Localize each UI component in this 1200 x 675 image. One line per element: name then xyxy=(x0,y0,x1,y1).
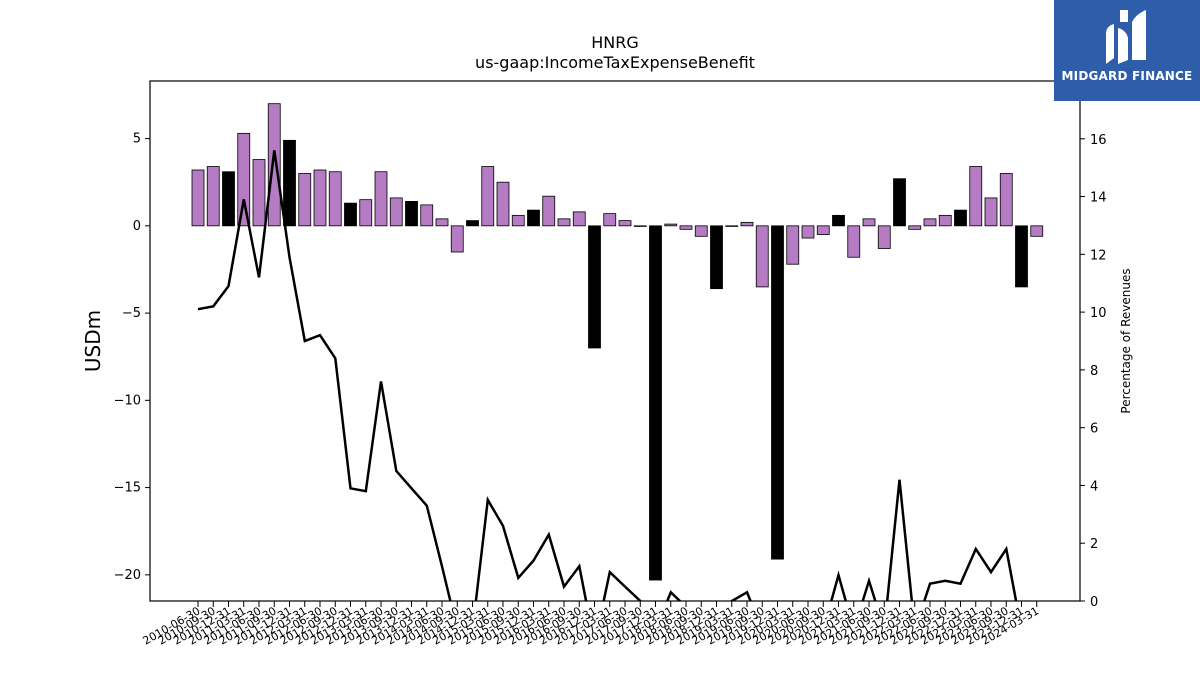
bar-2016-06-30 xyxy=(557,218,571,227)
chart-title: HNRG xyxy=(591,33,639,52)
bar-2023-03-31 xyxy=(969,166,983,227)
bar-2022-12-31 xyxy=(954,209,967,227)
bar-2010-12-31 xyxy=(222,171,235,227)
y2-tick-label: 0 xyxy=(1090,595,1098,610)
bar-2013-09-30 xyxy=(389,197,403,227)
bar-2018-12-31 xyxy=(710,225,723,290)
bar-2017-03-31 xyxy=(603,213,617,227)
bar-2014-03-31 xyxy=(420,204,434,227)
bar-2021-06-30 xyxy=(862,218,876,227)
y-tick-label: −5 xyxy=(122,306,141,321)
y-axis-label: USDm xyxy=(81,310,105,372)
left-axis: 5 0 −5 −10 −15 −20 xyxy=(114,132,150,583)
bar-2020-12-31 xyxy=(832,214,845,227)
y-tick-label: 5 xyxy=(133,132,141,147)
y2-tick-label: 8 xyxy=(1090,364,1098,379)
bar-2014-09-30 xyxy=(450,225,464,253)
line-series xyxy=(197,150,1018,601)
bar-2017-06-30 xyxy=(618,220,632,227)
bar-2014-12-31 xyxy=(466,220,479,227)
y2-tick-label: 6 xyxy=(1090,422,1098,437)
bar-2011-03-31 xyxy=(237,132,251,227)
x-axis: 2010-06-302010-09-302010-12-312011-03-31… xyxy=(141,601,1041,648)
bar-2018-06-30 xyxy=(679,225,693,230)
bar-2013-03-31 xyxy=(359,199,373,227)
bar-2017-12-31 xyxy=(649,225,662,581)
y2-axis-label: Percentage of Revenues xyxy=(1119,268,1133,413)
bar-2019-03-31 xyxy=(725,225,739,227)
bar-2021-03-31 xyxy=(847,225,861,258)
bar-2015-03-31 xyxy=(481,166,495,227)
bar-2012-03-31 xyxy=(298,173,312,227)
bar-2021-09-30 xyxy=(877,225,891,249)
bar-2022-09-30 xyxy=(938,214,952,227)
bar-2021-12-31 xyxy=(893,178,906,227)
revenue-percentage-line xyxy=(197,150,1018,601)
brand-logo: MIDGARD FINANCE xyxy=(1054,0,1200,101)
bar-2015-06-30 xyxy=(496,181,510,227)
bar-2023-12-31 xyxy=(1015,225,1028,288)
bar-2020-09-30 xyxy=(816,225,830,235)
bar-2019-09-30 xyxy=(755,225,769,288)
bar-2011-06-30 xyxy=(252,159,266,227)
bar-2017-09-30 xyxy=(633,225,647,227)
bar-2012-06-30 xyxy=(313,169,327,227)
bar-2012-12-31 xyxy=(344,202,357,227)
bar-2019-12-31 xyxy=(771,225,784,560)
bar-2015-09-30 xyxy=(511,214,525,227)
bar-series xyxy=(191,103,1044,581)
bar-2013-06-30 xyxy=(374,171,388,227)
bar-2014-06-30 xyxy=(435,218,449,227)
y2-tick-label: 2 xyxy=(1090,537,1098,552)
bar-2013-12-31 xyxy=(405,201,418,227)
bar-2010-09-30 xyxy=(206,166,220,227)
bar-2011-09-30 xyxy=(267,103,281,227)
plot-frame xyxy=(149,80,1081,602)
bar-2022-06-30 xyxy=(923,218,937,227)
y2-tick-label: 10 xyxy=(1090,306,1107,321)
bar-2015-12-31 xyxy=(527,209,540,227)
bar-2019-06-30 xyxy=(740,221,754,227)
y2-tick-label: 14 xyxy=(1090,191,1107,206)
logo-text: MIDGARD FINANCE xyxy=(1061,69,1193,83)
bar-2016-03-31 xyxy=(542,195,556,227)
bar-2023-09-30 xyxy=(999,173,1013,227)
bar-2018-09-30 xyxy=(694,225,708,237)
bar-2020-06-30 xyxy=(801,225,815,239)
y-tick-label: −15 xyxy=(114,481,141,496)
logo-mark-icon xyxy=(1106,10,1146,64)
y2-tick-label: 4 xyxy=(1090,479,1098,494)
chart-subtitle: us-gaap:IncomeTaxExpenseBenefit xyxy=(475,53,755,72)
y-tick-label: 0 xyxy=(133,219,141,234)
right-axis: 0 2 4 6 8 10 12 14 16 xyxy=(1080,133,1107,610)
bar-2012-09-30 xyxy=(328,171,342,227)
bar-2022-03-31 xyxy=(908,225,922,230)
bar-2010-06-30 xyxy=(191,169,205,227)
bar-2020-03-31 xyxy=(786,225,800,265)
y-tick-label: −20 xyxy=(114,568,141,583)
y-tick-label: −10 xyxy=(114,393,141,408)
bar-2016-12-31 xyxy=(588,225,601,349)
y2-tick-label: 16 xyxy=(1090,133,1107,148)
y2-tick-label: 12 xyxy=(1090,248,1107,263)
bar-2016-09-30 xyxy=(572,211,586,227)
bar-2024-03-31 xyxy=(1030,225,1044,237)
bar-2018-03-31 xyxy=(664,223,678,227)
bar-2011-12-31 xyxy=(283,139,296,227)
bar-2023-06-30 xyxy=(984,197,998,227)
